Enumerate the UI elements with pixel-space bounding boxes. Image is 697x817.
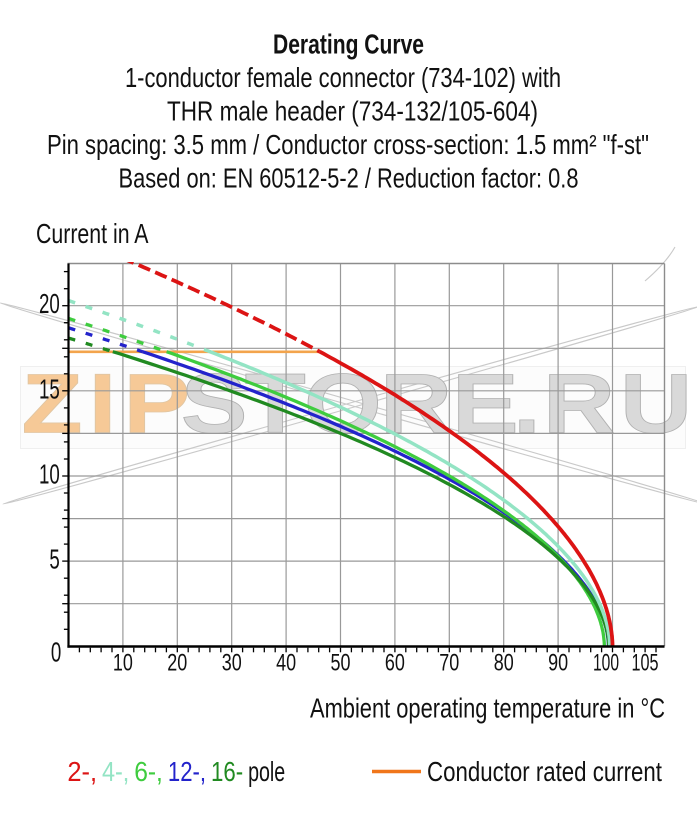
svg-text:70: 70 xyxy=(439,649,459,676)
svg-text:Pin spacing: 3.5 mm / Conducto: Pin spacing: 3.5 mm / Conductor cross-se… xyxy=(47,129,649,160)
svg-text:pole: pole xyxy=(248,756,285,787)
svg-text:40: 40 xyxy=(276,649,296,676)
svg-text:1-conductor female connector (: 1-conductor female connector (734-102) w… xyxy=(125,62,561,93)
svg-text:6-,: 6-, xyxy=(134,756,163,787)
svg-text:5: 5 xyxy=(49,544,59,574)
svg-text:Based on: EN 60512-5-2 / Reduc: Based on: EN 60512-5-2 / Reduction facto… xyxy=(119,162,579,193)
svg-text:Derating Curve: Derating Curve xyxy=(273,29,424,60)
svg-text:Conductor rated current: Conductor rated current xyxy=(427,756,662,787)
svg-text:10: 10 xyxy=(113,649,133,676)
svg-text:30: 30 xyxy=(222,649,242,676)
svg-text:16-: 16- xyxy=(211,756,243,787)
svg-text:50: 50 xyxy=(331,649,351,676)
svg-text:15: 15 xyxy=(39,374,60,404)
svg-text:20: 20 xyxy=(167,649,187,676)
svg-text:60: 60 xyxy=(385,649,405,676)
svg-text:105: 105 xyxy=(632,649,659,676)
svg-text:100: 100 xyxy=(593,650,619,676)
svg-text:10: 10 xyxy=(39,459,60,489)
svg-text:0: 0 xyxy=(51,637,61,667)
svg-text:2-,: 2-, xyxy=(67,756,97,787)
svg-text:12-,: 12-, xyxy=(168,756,206,787)
svg-text:20: 20 xyxy=(39,289,60,319)
svg-text:THR male header (734-132/105-6: THR male header (734-132/105-604) xyxy=(167,96,538,127)
svg-text:4-,: 4-, xyxy=(102,756,129,787)
svg-text:90: 90 xyxy=(548,649,568,676)
svg-text:Ambient operating temperature: Ambient operating temperature in °C xyxy=(310,693,665,724)
svg-text:Current in A: Current in A xyxy=(36,218,149,249)
svg-text:80: 80 xyxy=(494,649,514,676)
